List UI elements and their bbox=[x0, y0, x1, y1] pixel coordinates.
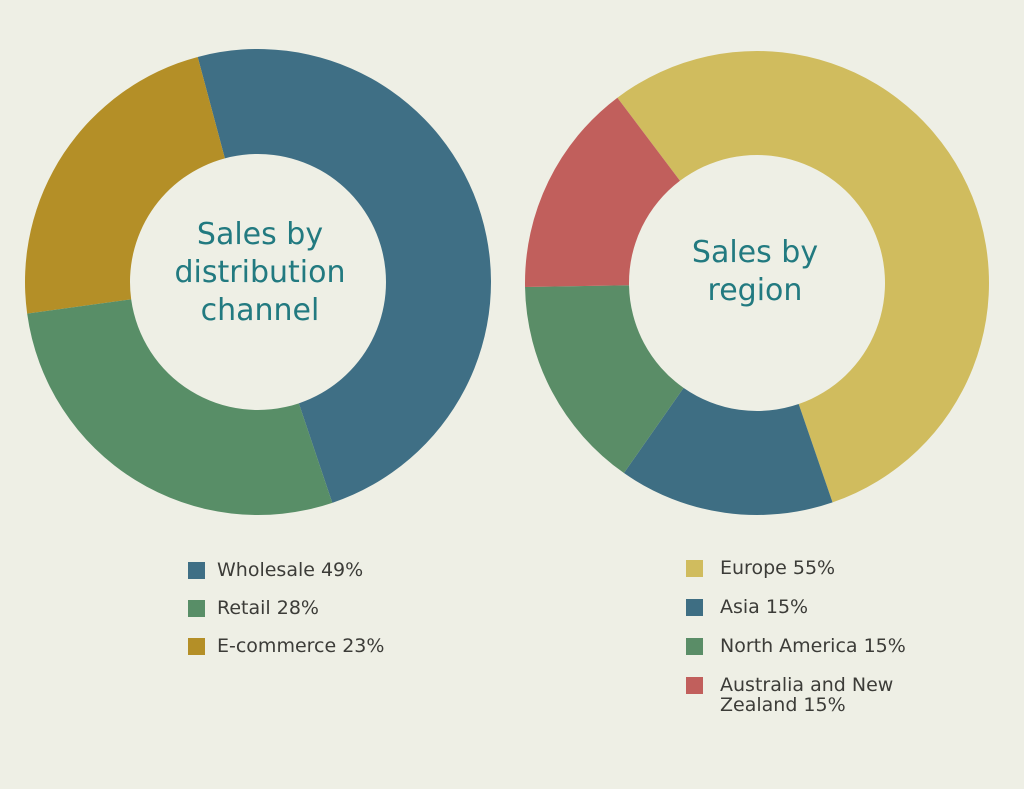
legend-item-north-america: North America 15% bbox=[686, 636, 920, 656]
legend-item-asia: Asia 15% bbox=[686, 597, 920, 617]
region-legend: Europe 55% Asia 15% North America 15% Au… bbox=[686, 558, 920, 734]
legend-swatch-europe bbox=[686, 560, 703, 577]
region-chart-title: Sales by region bbox=[691, 235, 819, 308]
legend-item-wholesale: Wholesale 49% bbox=[188, 560, 384, 580]
legend-label-retail: Retail 28% bbox=[217, 597, 319, 619]
legend-label-e-commerce: E-commerce 23% bbox=[217, 635, 385, 657]
distribution-channel-legend: Wholesale 49% Retail 28% E-commerce 23% bbox=[188, 560, 384, 674]
legend-label-wholesale: Wholesale 49% bbox=[217, 559, 364, 581]
donut-slice-australia-and-new-zealand bbox=[525, 97, 680, 288]
legend-swatch-e-commerce bbox=[188, 638, 205, 655]
legend-label-asia: Asia 15% bbox=[720, 596, 809, 618]
donut-slice-e-commerce bbox=[24, 56, 225, 314]
distribution-channel-chart-title: Sales by distribution channel bbox=[174, 217, 346, 328]
legend-label-europe: Europe 55% bbox=[720, 557, 836, 579]
donut-slice-north-america bbox=[525, 285, 684, 474]
legend-swatch-north-america bbox=[686, 638, 703, 655]
region-donut-chart bbox=[525, 50, 990, 515]
legend-item-e-commerce: E-commerce 23% bbox=[188, 636, 384, 656]
legend-swatch-retail bbox=[188, 600, 205, 617]
legend-swatch-wholesale bbox=[188, 562, 205, 579]
distribution-channel-donut-chart bbox=[24, 49, 491, 515]
donut-slice-asia bbox=[623, 387, 833, 515]
legend-item-australia-new-zealand: Australia and New Zealand 15% bbox=[686, 675, 920, 715]
legend-label-north-america: North America 15% bbox=[720, 635, 906, 657]
donut-slice-wholesale bbox=[197, 49, 491, 503]
donut-slice-retail bbox=[27, 299, 333, 515]
donut-slice-europe bbox=[617, 50, 990, 503]
legend-swatch-asia bbox=[686, 599, 703, 616]
legend-label-australia-new-zealand: Australia and New Zealand 15% bbox=[720, 674, 894, 716]
legend-item-retail: Retail 28% bbox=[188, 598, 384, 618]
legend-item-europe: Europe 55% bbox=[686, 558, 920, 578]
legend-swatch-australia-new-zealand bbox=[686, 677, 703, 694]
